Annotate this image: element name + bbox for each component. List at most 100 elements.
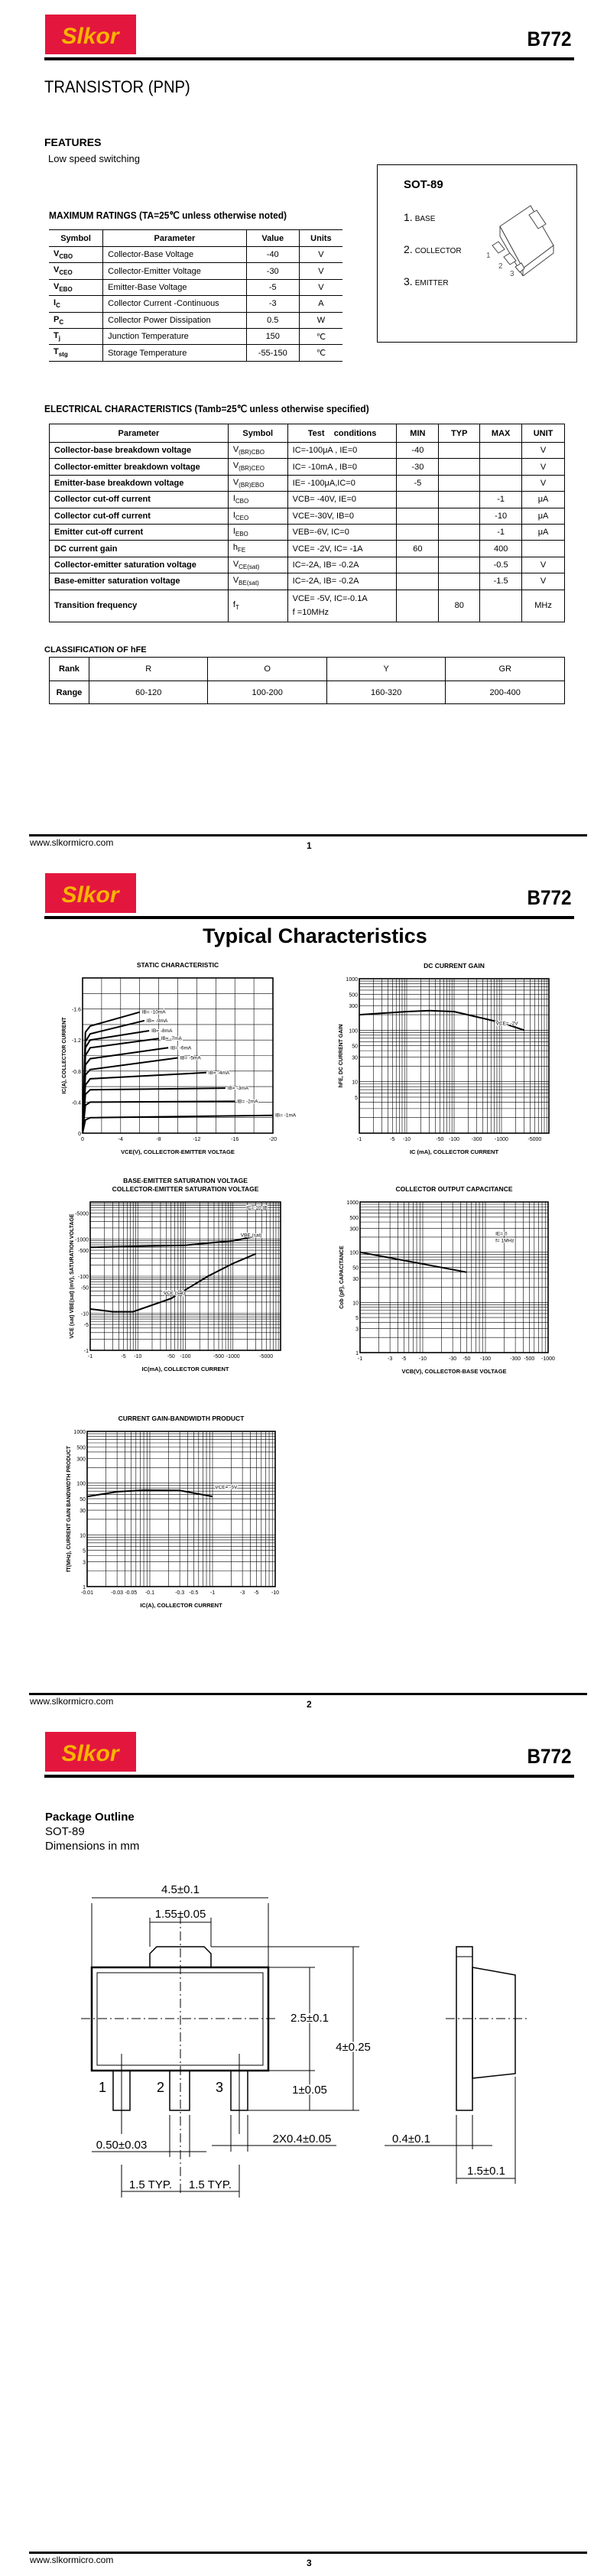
rank-label: Rank xyxy=(49,657,89,681)
x-tick-label: -500 xyxy=(524,1356,534,1362)
symbol-subscript: BE(sat) xyxy=(239,580,259,587)
y-tick-label: 1000 xyxy=(346,977,358,983)
package-outline-drawing: 4.5±0.1 1.55±0.05 2.5±0.1 4±0.25 1±0.05 … xyxy=(81,1883,527,2198)
part-number: B772 xyxy=(527,28,572,50)
symbol-cell: VEBO xyxy=(49,278,104,297)
series-label: VCE (sat) xyxy=(164,1291,185,1296)
series-label: IB= -8mA xyxy=(151,1028,173,1034)
unit-cell: μA xyxy=(521,491,565,508)
table-row: VEBO Emitter-Base Voltage -5 V xyxy=(49,278,342,297)
condition: VCE=-30V, IB=0 xyxy=(292,511,354,521)
y-tick-label: -1000 xyxy=(75,1238,89,1243)
typ-cell: 80 xyxy=(438,589,481,622)
symbol-cell: IC xyxy=(49,295,104,313)
plot-frame xyxy=(89,1201,281,1351)
dim-pitch-2: 1.5 TYP. xyxy=(189,2178,232,2191)
header-rule xyxy=(44,916,574,919)
y-tick-label: 3 xyxy=(83,1561,86,1566)
x-tick-label: -16 xyxy=(231,1137,239,1142)
column-header: Symbol xyxy=(49,229,104,247)
electrical-table: Parameter Symbol Test conditions MIN TYP MAX U… xyxy=(49,424,565,622)
series-label: IB= -4mA xyxy=(209,1070,230,1076)
column-header: Symbol xyxy=(227,424,288,443)
min-cell: -30 xyxy=(396,458,440,476)
series-label: IB= -2mA xyxy=(237,1099,258,1104)
parameter-cell: Collector-base breakdown voltage xyxy=(49,441,229,460)
parameter-cell: Junction Temperature xyxy=(102,327,247,346)
x-tick-label: -8 xyxy=(156,1137,161,1142)
symbol-subscript: stg xyxy=(58,351,68,359)
series-line xyxy=(82,1087,226,1134)
series-line xyxy=(82,1057,178,1134)
unit-cell: V xyxy=(521,458,565,476)
symbol: I xyxy=(232,494,235,504)
svg-text:Slkor: Slkor xyxy=(61,24,120,49)
max-ratings-title: MAXIMUM RATINGS (TA=25℃ unless otherwise… xyxy=(49,210,287,221)
column-header: Parameter xyxy=(102,229,247,247)
column-header: Parameter xyxy=(49,424,229,443)
symbol-cell: VCE(sat) xyxy=(227,556,288,574)
symbol: T xyxy=(54,331,59,341)
feature-item: Low speed switching xyxy=(48,153,140,164)
condition-cell: VEB=-6V, IC=0 xyxy=(287,523,398,541)
pin-item: 2. COLLECTOR xyxy=(404,243,462,257)
max-ratings-table: Symbol Parameter Value Units VCBO Collector-B… xyxy=(49,229,342,362)
symbol-subscript: CE(sat) xyxy=(239,564,260,571)
symbol-subscript: (BR)CEO xyxy=(239,465,265,473)
symbol-cell: Tj xyxy=(49,327,104,346)
symbol: V xyxy=(232,477,239,487)
x-tick-label: -5 xyxy=(254,1590,258,1596)
dim-side-leads: 2X0.4±0.05 xyxy=(273,2133,332,2146)
typ-cell xyxy=(438,523,481,541)
range-label: Range xyxy=(49,681,89,704)
y-axis-label: Cob (pF), CAPACITANCE xyxy=(339,1246,345,1309)
unit-cell: V xyxy=(521,474,565,492)
grid xyxy=(359,978,550,1134)
parameter-cell: Collector-Base Voltage xyxy=(102,245,247,264)
x-axis-label: IC(mA), COLLECTOR CURRENT xyxy=(141,1366,229,1372)
table-header-row: Parameter Symbol Test conditions MIN TYP MAX U… xyxy=(49,424,565,443)
x-tick-label: -3 xyxy=(240,1590,245,1596)
characteristic-charts: 0 -4 -8 -12 -16 -20 0 -0.4 -0.8 -1.2 -1.6 STATIC CH… xyxy=(62,961,555,1609)
condition: IC=-100μA , IE=0 xyxy=(292,446,358,456)
symbol: V xyxy=(54,281,60,291)
rank-cell: GR xyxy=(445,657,565,681)
part-number: B772 xyxy=(527,886,572,909)
y-tick-label: 1 xyxy=(83,1585,86,1590)
x-tick-label: -3 xyxy=(388,1356,392,1362)
max-cell: -1.5 xyxy=(479,573,523,590)
unit-cell: A xyxy=(298,295,342,313)
y-tick-label: 5 xyxy=(355,1096,358,1101)
page-1: Slkor B772 TRANSISTOR (PNP) FEATURES Low… xyxy=(0,0,607,859)
series-label: IB= -9mA xyxy=(147,1018,168,1024)
symbol: I xyxy=(54,298,57,308)
typ-cell xyxy=(438,573,481,590)
footer-rule xyxy=(29,834,587,836)
y-tick-label: 5 xyxy=(355,1316,359,1321)
condition-cell: IC=-100μA , IE=0 xyxy=(287,441,398,460)
unit-cell: μA xyxy=(521,523,565,541)
range-cell: 200-400 xyxy=(445,681,565,704)
parameter-cell: Collector-emitter breakdown voltage xyxy=(49,458,229,476)
pin-name: EMITTER xyxy=(414,279,449,287)
max-cell xyxy=(479,441,523,460)
grid xyxy=(82,977,274,1134)
table-row: Emitter-base breakdown voltage V(BR)EBO IE… xyxy=(49,474,565,492)
pin-label-2: 2 xyxy=(157,2080,164,2095)
condition: VCE= -5V, IC=-0.1A xyxy=(292,594,368,604)
dim-body-height: 2.5±0.1 xyxy=(291,2012,329,2025)
plot-frame xyxy=(359,978,550,1134)
x-tick-label: -1 xyxy=(357,1137,362,1142)
y-axis-label: fT(MHz), CURRENT GAIN BANDWIDTH PRODUCT xyxy=(67,1445,72,1572)
unit-cell: V xyxy=(298,278,342,297)
symbol: P xyxy=(54,314,60,324)
package-box: SOT-89 1. BASE 2. COLLECTOR 3. EMITTER 1 2 3 xyxy=(377,164,577,343)
x-tick-label: -0.1 xyxy=(145,1590,154,1596)
y-tick-label: 500 xyxy=(349,992,358,998)
svg-text:Slkor: Slkor xyxy=(61,1741,120,1766)
symbol-cell: Tstg xyxy=(49,344,104,362)
parameter-cell: Emitter cut-off current xyxy=(49,523,229,541)
typ-cell xyxy=(438,474,481,492)
table-row: Collector-emitter breakdown voltage V (BR)… xyxy=(49,458,565,476)
